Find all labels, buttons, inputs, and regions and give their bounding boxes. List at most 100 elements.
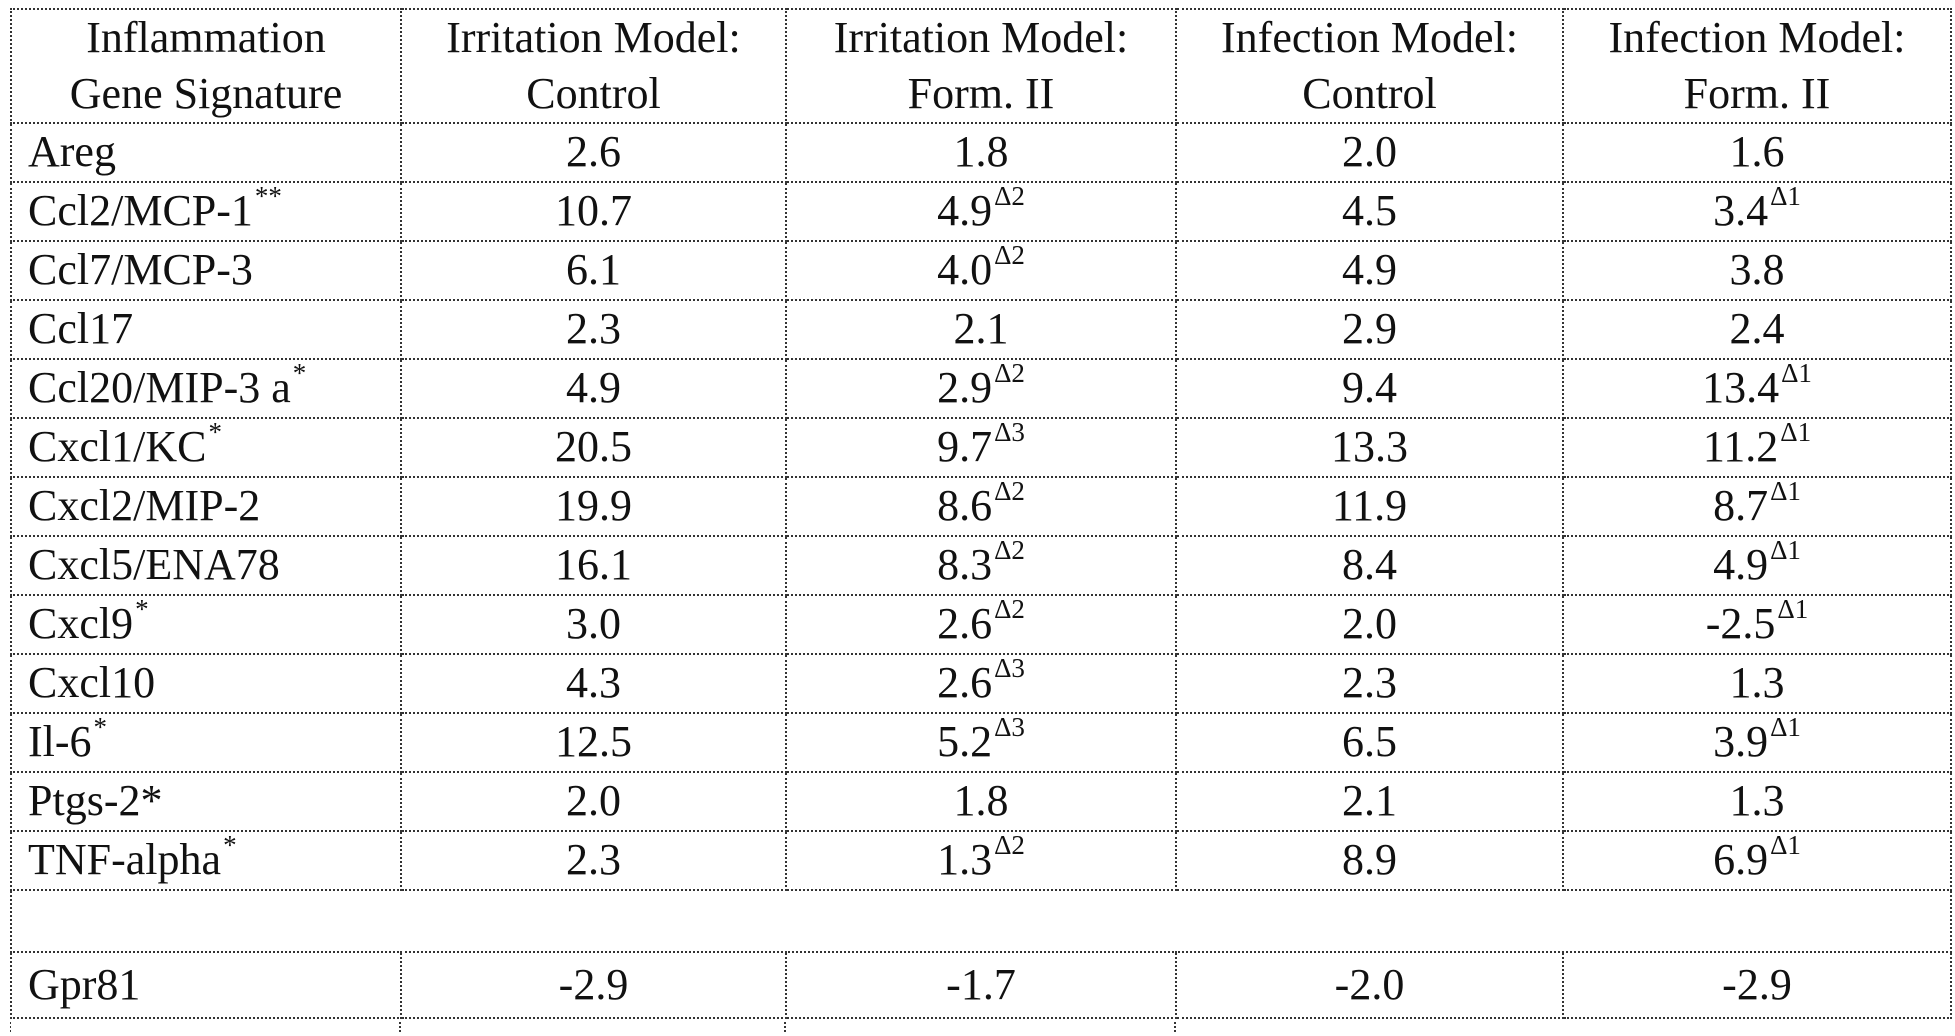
table-row: Cxcl1/KC* 20.5 9.7Δ3 13.3 11.2Δ1 bbox=[11, 418, 1951, 477]
irritation-form-ii-cell-footnote-marker: Δ2 bbox=[994, 477, 1025, 506]
irritation-control-cell-value: 2.3 bbox=[566, 304, 621, 353]
gene-name-cell: TNF-alpha* bbox=[11, 831, 401, 890]
irritation-control-cell-value: 3.0 bbox=[566, 599, 621, 648]
header-gene-signature: Inflammation Gene Signature bbox=[11, 9, 401, 123]
gene-name-cell: Areg bbox=[11, 123, 401, 182]
infection-control-cell: 4.9 bbox=[1176, 241, 1563, 300]
blank-separator-row bbox=[11, 890, 1951, 952]
irritation-control-cell-value: 12.5 bbox=[555, 717, 632, 766]
irritation-control-cell: 4.9 bbox=[401, 359, 786, 418]
infection-control-cell: 6.5 bbox=[1176, 713, 1563, 772]
irritation-form-ii-cell-value: 5.2 bbox=[937, 717, 992, 766]
infection-form-ii-cell: 3.8 bbox=[1563, 241, 1951, 300]
irritation-form-ii-cell-value: -1.7 bbox=[946, 960, 1016, 1009]
irritation-control-cell: 2.3 bbox=[401, 300, 786, 359]
gene-signature-table: Inflammation Gene Signature Irritation M… bbox=[10, 8, 1952, 1019]
infection-form-ii-cell: -2.9 bbox=[1563, 952, 1951, 1018]
blank-separator-cell bbox=[11, 890, 1951, 952]
gene-name-cell: Gpr81 bbox=[11, 952, 401, 1018]
irritation-form-ii-cell-value: 2.1 bbox=[954, 304, 1009, 353]
irritation-control-cell: 3.0 bbox=[401, 595, 786, 654]
infection-form-ii-cell: 8.7Δ1 bbox=[1563, 477, 1951, 536]
irritation-control-cell: 6.1 bbox=[401, 241, 786, 300]
irritation-form-ii-cell: 5.2Δ3 bbox=[786, 713, 1176, 772]
infection-form-ii-cell-value: 13.4 bbox=[1702, 363, 1779, 412]
truncated-border-fragment bbox=[10, 1020, 1952, 1034]
table-row: Ptgs-2*2.01.82.11.3 bbox=[11, 772, 1951, 831]
irritation-control-cell-value: 19.9 bbox=[555, 481, 632, 530]
gene-name-cell-value: Cxcl2/MIP-2 bbox=[28, 481, 260, 530]
gene-name-cell: Cxcl2/MIP-2 bbox=[11, 477, 401, 536]
infection-control-cell-value: -2.0 bbox=[1335, 960, 1405, 1009]
irritation-control-cell-value: 10.7 bbox=[555, 186, 632, 235]
infection-control-cell: 4.5 bbox=[1176, 182, 1563, 241]
gene-name-cell: Cxcl1/KC* bbox=[11, 418, 401, 477]
gene-name-cell-value: Gpr81 bbox=[28, 960, 140, 1009]
infection-control-cell-value: 13.3 bbox=[1331, 422, 1408, 471]
gene-name-cell: Cxcl10 bbox=[11, 654, 401, 713]
gene-name-cell: Ccl20/MIP-3 a* bbox=[11, 359, 401, 418]
irritation-form-ii-cell: 9.7Δ3 bbox=[786, 418, 1176, 477]
irritation-control-cell-value: 6.1 bbox=[566, 245, 621, 294]
infection-form-ii-cell-footnote-marker: Δ1 bbox=[1770, 182, 1801, 211]
gene-name-cell: Ccl2/MCP-1** bbox=[11, 182, 401, 241]
infection-form-ii-cell-footnote-marker: Δ1 bbox=[1781, 359, 1812, 388]
infection-form-ii-cell-value: 3.9 bbox=[1713, 717, 1768, 766]
irritation-form-ii-cell: 2.6Δ2 bbox=[786, 595, 1176, 654]
infection-control-cell: 11.9 bbox=[1176, 477, 1563, 536]
infection-control-cell: 13.3 bbox=[1176, 418, 1563, 477]
irritation-form-ii-cell-value: 2.6 bbox=[937, 599, 992, 648]
header-line: Form. II bbox=[1572, 66, 1942, 122]
gene-name-cell-footnote-marker: * bbox=[223, 831, 237, 860]
header-line: Gene Signature bbox=[20, 66, 392, 122]
irritation-control-cell: 20.5 bbox=[401, 418, 786, 477]
irritation-form-ii-cell-value: 2.6 bbox=[937, 658, 992, 707]
infection-form-ii-cell: 11.2Δ1 bbox=[1563, 418, 1951, 477]
table-row: Il-6*12.55.2Δ36.53.9Δ1 bbox=[11, 713, 1951, 772]
irritation-control-cell-value: 20.5 bbox=[555, 422, 632, 471]
gene-name-cell: Ptgs-2* bbox=[11, 772, 401, 831]
irritation-form-ii-cell: 1.8 bbox=[786, 772, 1176, 831]
infection-control-cell-value: 6.5 bbox=[1342, 717, 1397, 766]
irritation-form-ii-cell-footnote-marker: Δ2 bbox=[994, 536, 1025, 565]
infection-control-cell: 2.0 bbox=[1176, 595, 1563, 654]
infection-form-ii-cell-value: 6.9 bbox=[1713, 835, 1768, 884]
header-line: Control bbox=[1185, 66, 1554, 122]
irritation-control-cell-value: 16.1 bbox=[555, 540, 632, 589]
irritation-control-cell: 2.3 bbox=[401, 831, 786, 890]
gene-name-cell-footnote-marker: * bbox=[208, 418, 222, 447]
infection-form-ii-cell: 6.9Δ1 bbox=[1563, 831, 1951, 890]
gene-name-cell: Ccl17 bbox=[11, 300, 401, 359]
table-row: Cxcl104.32.6Δ32.31.3 bbox=[11, 654, 1951, 713]
infection-control-cell-value: 8.4 bbox=[1342, 540, 1397, 589]
infection-form-ii-cell-value: 3.4 bbox=[1713, 186, 1768, 235]
infection-form-ii-cell-footnote-marker: Δ1 bbox=[1777, 595, 1808, 624]
infection-form-ii-cell-footnote-marker: Δ1 bbox=[1770, 477, 1801, 506]
infection-control-cell-value: 4.5 bbox=[1342, 186, 1397, 235]
irritation-form-ii-cell: 2.1 bbox=[786, 300, 1176, 359]
gene-signature-table-container: Inflammation Gene Signature Irritation M… bbox=[10, 8, 1952, 1019]
gene-name-cell-value: Ccl2/MCP-1 bbox=[28, 186, 253, 235]
irritation-control-cell-value: 2.6 bbox=[566, 127, 621, 176]
infection-form-ii-cell: 1.3 bbox=[1563, 772, 1951, 831]
header-irritation-control: Irritation Model: Control bbox=[401, 9, 786, 123]
gene-name-cell-value: Ccl7/MCP-3 bbox=[28, 245, 253, 294]
irritation-control-cell: 4.3 bbox=[401, 654, 786, 713]
gene-name-cell-value: Ccl17 bbox=[28, 304, 133, 353]
infection-control-cell: 8.9 bbox=[1176, 831, 1563, 890]
infection-control-cell-value: 2.0 bbox=[1342, 599, 1397, 648]
irritation-form-ii-cell-footnote-marker: Δ2 bbox=[994, 831, 1025, 860]
gene-name-cell-footnote-marker: * bbox=[135, 595, 149, 624]
gene-name-cell: Ccl7/MCP-3 bbox=[11, 241, 401, 300]
irritation-form-ii-cell: 1.8 bbox=[786, 123, 1176, 182]
infection-control-cell-value: 9.4 bbox=[1342, 363, 1397, 412]
infection-form-ii-cell: 3.9Δ1 bbox=[1563, 713, 1951, 772]
header-line: Infection Model: bbox=[1185, 10, 1554, 66]
header-infection-form-ii: Infection Model: Form. II bbox=[1563, 9, 1951, 123]
table-row: Cxcl9*3.02.6Δ22.0-2.5Δ1 bbox=[11, 595, 1951, 654]
irritation-control-cell: 16.1 bbox=[401, 536, 786, 595]
gene-name-cell-value: Cxcl5/ENA78 bbox=[28, 540, 280, 589]
irritation-form-ii-cell: 8.6Δ2 bbox=[786, 477, 1176, 536]
infection-form-ii-cell-value: 11.2 bbox=[1703, 422, 1778, 471]
table-row: TNF-alpha*2.31.3Δ28.96.9Δ1 bbox=[11, 831, 1951, 890]
